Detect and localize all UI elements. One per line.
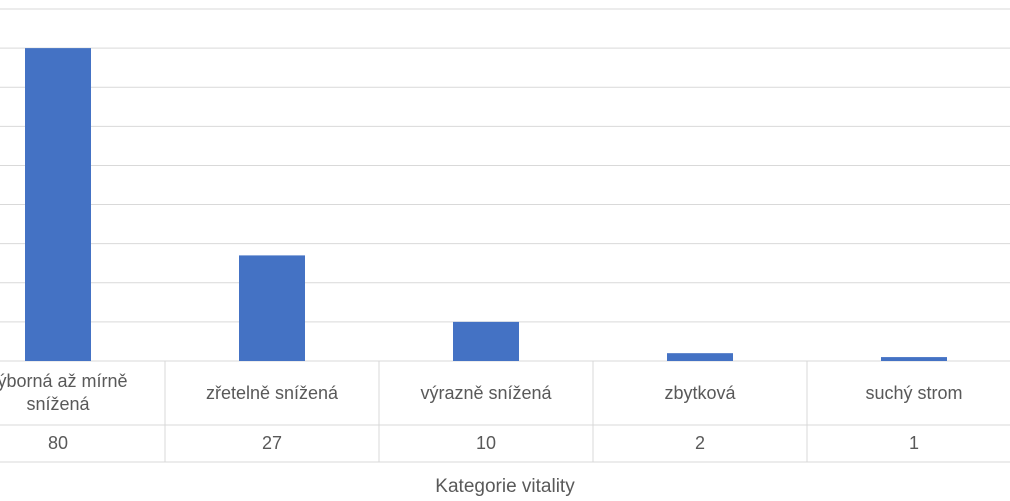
bar xyxy=(25,48,91,361)
x-tick-label: zřetelně snížená xyxy=(205,382,339,403)
bar xyxy=(453,321,519,361)
bar xyxy=(239,255,305,361)
x-tick-label: zbytková xyxy=(664,382,736,403)
x-tick-label: výrazně snížená xyxy=(420,382,552,403)
table-value: 2 xyxy=(694,433,705,453)
bar xyxy=(667,353,733,361)
x-tick-label: suchý strom xyxy=(865,382,963,403)
table-value: 1 xyxy=(908,433,919,453)
x-axis-title: Kategorie vitality xyxy=(435,476,575,497)
table-value: 10 xyxy=(475,433,497,453)
table-value: 27 xyxy=(261,433,283,453)
bar xyxy=(881,357,947,361)
table-value: 80 xyxy=(47,433,69,453)
x-tick-label: výborná až mírně snížená xyxy=(0,371,128,414)
